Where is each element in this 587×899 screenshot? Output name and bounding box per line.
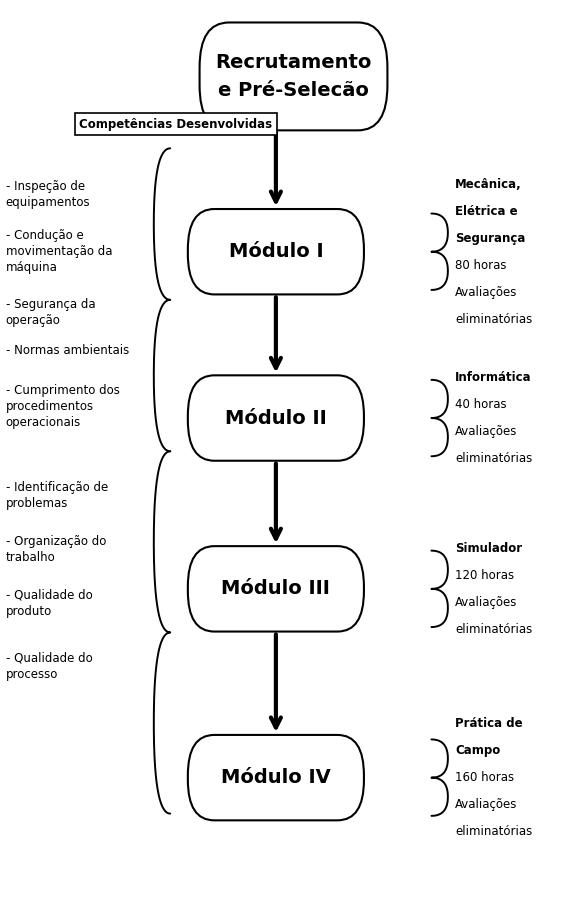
Text: 120 horas: 120 horas [455, 569, 514, 582]
Text: Informática: Informática [455, 371, 532, 384]
FancyBboxPatch shape [188, 209, 364, 295]
Text: 40 horas: 40 horas [455, 398, 507, 411]
Text: - Qualidade do
produto: - Qualidade do produto [6, 589, 93, 618]
Text: - Organização do
trabalho: - Organização do trabalho [6, 535, 106, 564]
Text: Módulo III: Módulo III [221, 579, 330, 599]
Text: Avaliações: Avaliações [455, 425, 517, 438]
Text: Módulo II: Módulo II [225, 408, 327, 428]
Text: - Identificação de
problemas: - Identificação de problemas [6, 481, 108, 510]
Text: - Qualidade do
processo: - Qualidade do processo [6, 652, 93, 681]
FancyBboxPatch shape [188, 735, 364, 820]
Text: Mecânica,: Mecânica, [455, 178, 522, 191]
FancyBboxPatch shape [188, 547, 364, 631]
Text: Elétrica e: Elétrica e [455, 205, 518, 218]
FancyBboxPatch shape [200, 22, 387, 130]
FancyBboxPatch shape [188, 376, 364, 460]
Text: eliminatórias: eliminatórias [455, 313, 532, 325]
Text: Prática de: Prática de [455, 717, 522, 730]
Text: eliminatórias: eliminatórias [455, 623, 532, 636]
Text: eliminatórias: eliminatórias [455, 825, 532, 838]
Text: Módulo I: Módulo I [228, 242, 323, 262]
Text: Simulador: Simulador [455, 542, 522, 555]
Text: Avaliações: Avaliações [455, 286, 517, 298]
Text: eliminatórias: eliminatórias [455, 452, 532, 465]
Text: - Inspeção de
equipamentos: - Inspeção de equipamentos [6, 180, 90, 209]
Text: Campo: Campo [455, 744, 500, 757]
Text: Avaliações: Avaliações [455, 596, 517, 609]
Text: Segurança: Segurança [455, 232, 525, 245]
Text: 160 horas: 160 horas [455, 771, 514, 784]
Text: - Cumprimento dos
procedimentos
operacionais: - Cumprimento dos procedimentos operacio… [6, 384, 120, 429]
Text: - Normas ambientais: - Normas ambientais [6, 344, 129, 357]
Text: - Condução e
movimentação da
máquina: - Condução e movimentação da máquina [6, 229, 112, 274]
Text: Competências Desenvolvidas: Competências Desenvolvidas [79, 118, 272, 130]
Text: Avaliações: Avaliações [455, 798, 517, 811]
Text: - Segurança da
operação: - Segurança da operação [6, 298, 96, 327]
Text: 80 horas: 80 horas [455, 259, 507, 271]
Text: Recrutamento
e Pré-Selecão: Recrutamento e Pré-Selecão [215, 53, 372, 100]
Text: Módulo IV: Módulo IV [221, 768, 330, 788]
